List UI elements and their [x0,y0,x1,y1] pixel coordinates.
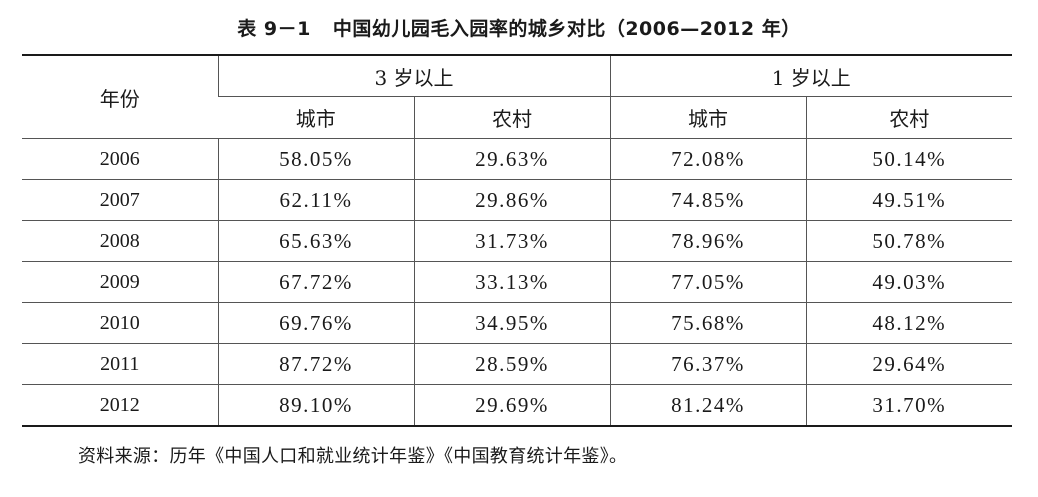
table-title: 中国幼儿园毛入园率的城乡对比（2006—2012 年） [332,18,801,40]
enrollment-table: 年份 3 岁以上 1 岁以上 城市 农村 城市 农村 2006 58.05% 29.… [22,54,1012,427]
urban-3-plus-cell: 87.72% [217,343,414,385]
source-note: 资料来源：历年《中国人口和就业统计年鉴》《中国教育统计年鉴》。 [78,446,628,467]
table-number: 表 9－1 [237,18,311,40]
urban-1-plus-cell: 74.85% [609,179,806,221]
urban-1-plus-cell: 78.96% [609,220,806,262]
urban-3-plus-cell: 69.76% [217,302,414,344]
year-column-header: 年份 [99,86,140,111]
rural-3-plus-cell: 29.63% [413,138,610,180]
rural-1-plus-cell: 49.03% [805,261,1012,303]
rural-3-plus-cell: 28.59% [413,343,610,385]
group-header-3-plus: 3 岁以上 [217,55,610,97]
urban-1-plus-cell: 75.68% [609,302,806,344]
year-cell: 2010 [22,302,218,344]
table-row: 2008 65.63% 31.73% 78.96% 50.78% [22,220,1012,262]
subheader-rural: 农村 [805,96,1012,139]
table-row: 2010 69.76% 34.95% 75.68% 48.12% [22,302,1012,344]
urban-3-plus-cell: 58.05% [217,138,414,180]
rural-1-plus-cell: 50.14% [805,138,1012,180]
urban-1-plus-cell: 76.37% [609,343,806,385]
rural-3-plus-cell: 29.86% [413,179,610,221]
year-cell: 2011 [22,343,218,385]
rural-3-plus-cell: 31.73% [413,220,610,262]
rural-1-plus-cell: 49.51% [805,179,1012,221]
table-row: 2007 62.11% 29.86% 74.85% 49.51% [22,179,1012,221]
subheader-rural: 农村 [413,96,610,139]
urban-1-plus-cell: 81.24% [609,384,806,426]
rural-1-plus-cell: 50.78% [805,220,1012,262]
urban-3-plus-cell: 89.10% [217,384,414,426]
rural-3-plus-cell: 29.69% [413,384,610,426]
urban-3-plus-cell: 65.63% [217,220,414,262]
table-body: 2006 58.05% 29.63% 72.08% 50.14% 2007 62.11% 29… [22,138,1012,426]
subheader-urban: 城市 [218,96,414,139]
table-row: 2012 89.10% 29.69% 81.24% 31.70% [22,384,1012,426]
subheader-urban: 城市 [609,96,806,139]
year-cell: 2006 [22,138,218,180]
table-row: 2006 58.05% 29.63% 72.08% 50.14% [22,138,1012,180]
rural-1-plus-cell: 48.12% [805,302,1012,344]
rural-3-plus-cell: 34.95% [413,302,610,344]
year-cell: 2008 [22,220,218,262]
table-caption: 表 9－1 中国幼儿园毛入园率的城乡对比（2006—2012 年） [0,14,1038,41]
urban-3-plus-cell: 67.72% [217,261,414,303]
header-row-groups: 年份 3 岁以上 1 岁以上 [22,55,1012,111]
header-row-subgroups: 城市 农村 城市 农村 [22,96,1012,139]
rural-1-plus-cell: 31.70% [805,384,1012,426]
table-row: 2011 87.72% 28.59% 76.37% 29.64% [22,343,1012,385]
table-row: 2009 67.72% 33.13% 77.05% 49.03% [22,261,1012,303]
urban-1-plus-cell: 77.05% [609,261,806,303]
year-cell: 2007 [22,179,218,221]
rural-3-plus-cell: 33.13% [413,261,610,303]
urban-3-plus-cell: 62.11% [217,179,414,221]
rural-1-plus-cell: 29.64% [805,343,1012,385]
group-header-1-plus: 1 岁以上 [609,55,1012,97]
urban-1-plus-cell: 72.08% [609,138,806,180]
year-cell: 2012 [22,384,218,426]
year-cell: 2009 [22,261,218,303]
